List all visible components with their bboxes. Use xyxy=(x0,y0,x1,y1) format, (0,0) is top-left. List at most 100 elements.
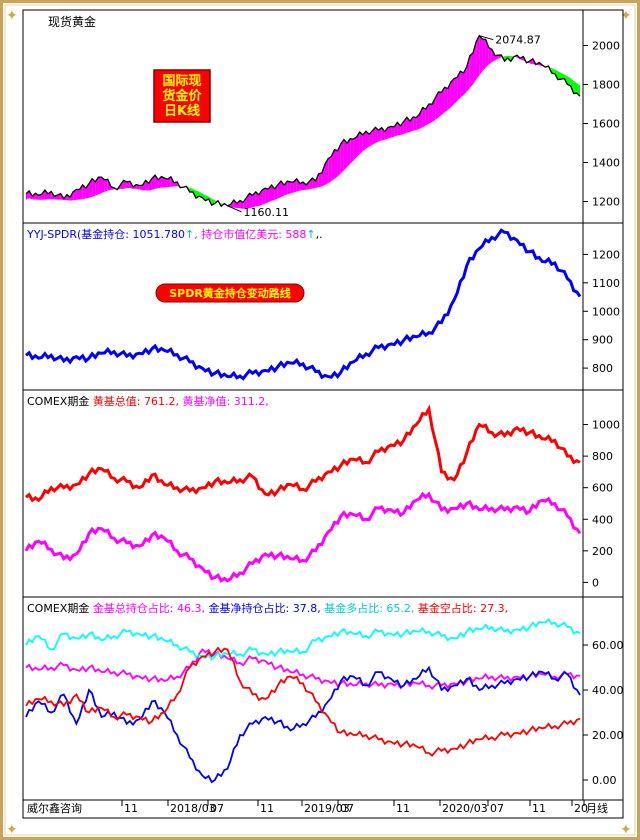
price-fill-segment xyxy=(359,132,363,155)
price-fill-segment xyxy=(457,71,461,101)
y-tick-label: 800 xyxy=(592,362,613,375)
price-fill-segment xyxy=(271,185,275,201)
price-fill-segment xyxy=(428,104,433,124)
corner-ornament-bl: ✦ xyxy=(6,822,18,838)
price-fill-segment xyxy=(66,194,71,201)
total-value-line xyxy=(25,404,581,503)
price-fill-segment xyxy=(318,173,322,188)
price-fill-segment xyxy=(444,87,448,113)
y-tick-label: 1200 xyxy=(592,248,620,261)
long-ratio-line xyxy=(25,617,581,661)
y-tick-label: 1100 xyxy=(592,277,620,290)
y-tick-label: 1000 xyxy=(592,305,620,318)
price-fill-segment xyxy=(482,39,486,72)
price-fill-segment xyxy=(202,193,206,201)
price-fill-segment xyxy=(340,139,344,174)
high-label: 2074.87 xyxy=(495,34,540,47)
price-fill-segment xyxy=(447,82,451,111)
price-fill-segment xyxy=(498,54,502,59)
legend-entry: ,. xyxy=(316,228,323,241)
price-badge-line: 国际现 xyxy=(162,74,201,89)
y-tick-label: 0.00 xyxy=(592,774,617,787)
price-fill-segment xyxy=(391,126,395,138)
price-fill-segment xyxy=(570,78,574,94)
price-fill-segment xyxy=(139,185,143,191)
price-fill-segment xyxy=(576,83,580,97)
price-fill-segment xyxy=(353,137,357,161)
panel-legend: YYJ-SPDR(基金持仓: 1051.780↑, 持仓市值亿美元: 588↑,… xyxy=(26,227,323,241)
legend-entry: COMEX期金 xyxy=(27,394,93,408)
price-fill-segment xyxy=(479,35,483,76)
x-tick-label: 11 xyxy=(532,802,546,815)
price-fill-segment xyxy=(378,127,382,142)
price-fill-segment xyxy=(325,158,329,185)
plot-area-border xyxy=(22,9,624,819)
y-tick-label: 40.00 xyxy=(592,684,624,697)
price-fill-segment xyxy=(366,131,370,149)
price-fill-segment xyxy=(101,177,105,194)
price-fill-segment xyxy=(255,191,259,207)
price-fill-segment xyxy=(567,76,571,86)
x-tick-label: 07 xyxy=(340,802,354,815)
price-fill-segment xyxy=(287,181,291,195)
x-tick-label: 11 xyxy=(396,802,410,815)
price-fill-segment xyxy=(343,139,348,171)
price-line xyxy=(25,34,581,208)
spdr-badge xyxy=(155,283,305,303)
price-fill-segment xyxy=(268,185,272,203)
price-fill-segment xyxy=(469,52,473,89)
inner-border xyxy=(4,4,636,836)
high-marker-line xyxy=(479,35,494,41)
price-fill-segment xyxy=(189,187,193,193)
price-fill-segment xyxy=(328,156,332,184)
price-fill-segment xyxy=(299,182,303,191)
price-fill-segment xyxy=(369,130,373,147)
price-fill-segment xyxy=(488,47,492,65)
legend-entry: COMEX期金 xyxy=(27,601,93,615)
price-fill-segment xyxy=(243,197,247,209)
price-fill-segment xyxy=(413,117,417,131)
price-fill-segment xyxy=(454,77,458,105)
comex-value-panel: 1000 800 600 400 200 0 COMEX期金 黄基总值: 761.2, 黄基… xyxy=(24,394,620,589)
price-badge-line: 货金价 xyxy=(162,88,202,104)
price-fill-segment xyxy=(347,138,351,168)
short-ratio-line xyxy=(25,646,581,757)
x-tick-label: 07 xyxy=(210,802,224,815)
price-fill-segment xyxy=(164,178,168,188)
legend-entry: ↑ xyxy=(306,228,315,241)
total-position-ratio-line xyxy=(25,648,581,690)
comex-ratio-panel: 60.00 40.00 20.00 0.00 COMEX期金 金基总持仓占比: 46.3… xyxy=(25,601,624,787)
price-panel: 2000 1800 1600 1400 1200 2074.87 1160.11 国际现货金价… xyxy=(25,34,620,219)
price-fill-segment xyxy=(425,104,429,126)
legend-entry: 金基净持仓占比: 37.8, xyxy=(205,601,321,615)
x-tick-label: 2020/03 xyxy=(442,802,488,815)
price-fill-segment xyxy=(561,72,565,80)
price-fill-segment xyxy=(573,80,577,94)
price-fill-segment xyxy=(277,181,281,199)
price-fill-segment xyxy=(290,182,294,194)
price-badge xyxy=(153,69,211,123)
price-fill-segment xyxy=(73,189,77,201)
legend-entry: , 持仓市值亿美元: 588 xyxy=(194,227,306,241)
panel-legend: COMEX期金 黄基总值: 761.2, 黄基净值: 311.2, xyxy=(27,394,269,408)
window-title: 现货黄金 xyxy=(48,14,96,29)
price-fill-segment xyxy=(491,49,495,63)
y-tick-label: 900 xyxy=(592,334,613,347)
legend-entry: YYJ-SPDR(基金持仓: 1051.780 xyxy=(26,227,185,241)
price-fill-segment xyxy=(558,71,562,80)
price-fill-segment xyxy=(41,190,45,200)
price-fill-segment xyxy=(306,181,310,190)
price-fill-segment xyxy=(315,173,319,188)
y-tick-label: 400 xyxy=(592,513,613,526)
price-fill-segment xyxy=(422,107,426,128)
y-tick-label: 60.00 xyxy=(592,639,624,652)
x-tick-label: 11 xyxy=(260,802,274,815)
price-fill-segment xyxy=(350,138,354,164)
price-fill-segment xyxy=(148,178,152,191)
y-tick-label: 0 xyxy=(592,576,599,589)
y-tick-label: 800 xyxy=(592,450,613,463)
price-fill-segment xyxy=(123,180,127,189)
price-fill-segment xyxy=(334,149,338,179)
price-fill-segment xyxy=(441,87,445,115)
price-fill-segment xyxy=(416,114,420,131)
